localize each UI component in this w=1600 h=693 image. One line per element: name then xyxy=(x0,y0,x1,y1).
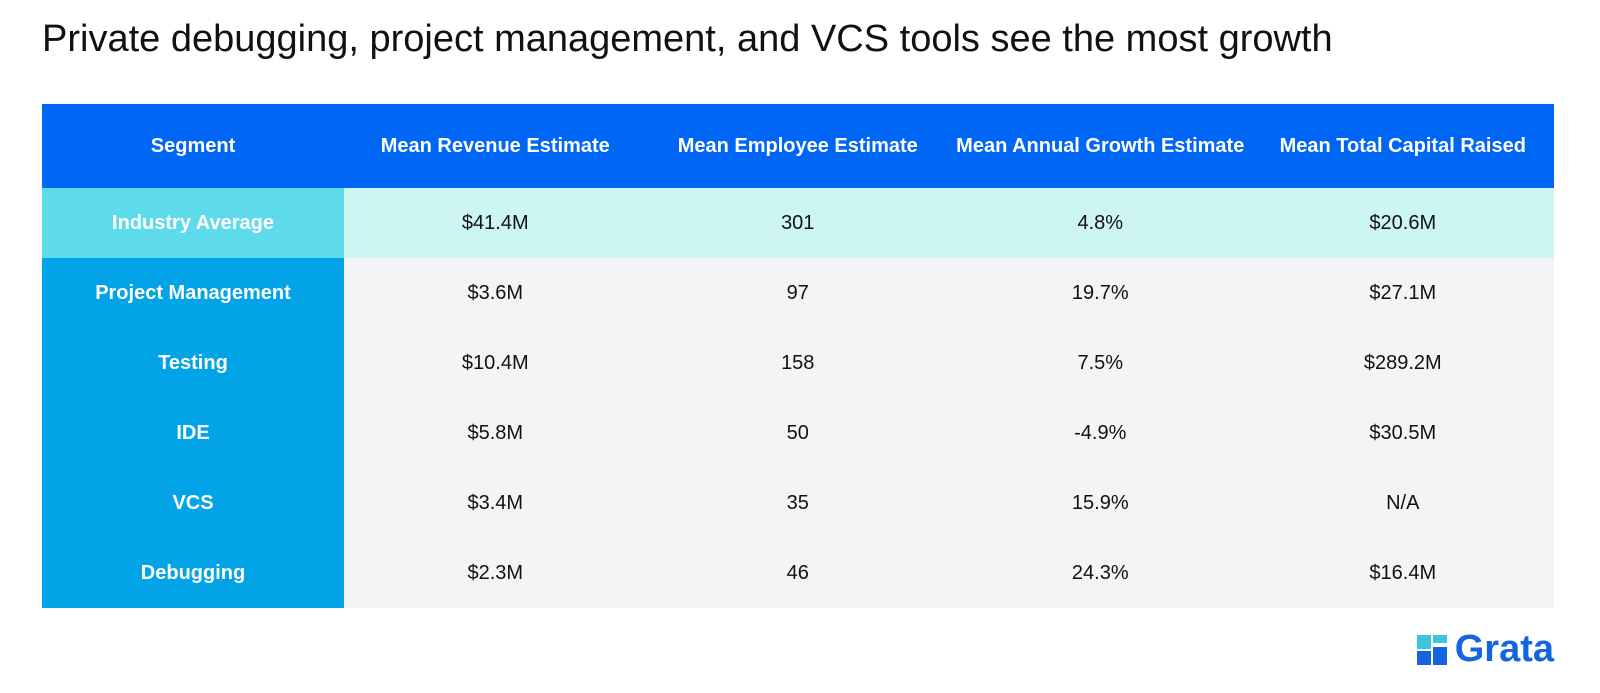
value-cell: $16.4M xyxy=(1251,538,1554,608)
value-cell: 4.8% xyxy=(949,188,1252,258)
segment-cell: VCS xyxy=(42,468,344,538)
segment-cell: Debugging xyxy=(42,538,344,608)
table-row: Industry Average $41.4M 301 4.8% $20.6M xyxy=(42,188,1554,258)
header-row: Segment Mean Revenue Estimate Mean Employe… xyxy=(42,104,1554,188)
header-cell: Mean Revenue Estimate xyxy=(344,104,647,188)
value-cell: 24.3% xyxy=(949,538,1252,608)
logo-icon xyxy=(1416,634,1447,665)
value-cell: $3.4M xyxy=(344,468,647,538)
value-cell: 50 xyxy=(646,398,949,468)
value-cell: 15.9% xyxy=(949,468,1252,538)
table-row: Testing $10.4M 158 7.5% $289.2M xyxy=(42,328,1554,398)
value-cell: $10.4M xyxy=(344,328,647,398)
value-cell: 46 xyxy=(646,538,949,608)
value-cell: 301 xyxy=(646,188,949,258)
header-cell: Mean Total Capital Raised xyxy=(1251,104,1554,188)
value-cell: 7.5% xyxy=(949,328,1252,398)
value-cell: N/A xyxy=(1251,468,1554,538)
segment-cell: Testing xyxy=(42,328,344,398)
header-cell: Mean Employee Estimate xyxy=(646,104,949,188)
header-cell: Mean Annual Growth Estimate xyxy=(949,104,1252,188)
segment-cell: IDE xyxy=(42,398,344,468)
value-cell: $27.1M xyxy=(1251,258,1554,328)
logo: Grata xyxy=(1416,628,1554,671)
table: Segment Mean Revenue Estimate Mean Employe… xyxy=(42,104,1554,608)
header-cell: Segment xyxy=(42,104,344,188)
segment-cell: Project Management xyxy=(42,258,344,328)
table-row: Debugging $2.3M 46 24.3% $16.4M xyxy=(42,538,1554,608)
value-cell: $30.5M xyxy=(1251,398,1554,468)
value-cell: -4.9% xyxy=(949,398,1252,468)
value-cell: $20.6M xyxy=(1251,188,1554,258)
table-row: IDE $5.8M 50 -4.9% $30.5M xyxy=(42,398,1554,468)
table-row: VCS $3.4M 35 15.9% N/A xyxy=(42,468,1554,538)
segment-cell: Industry Average xyxy=(42,188,344,258)
table-body: Industry Average $41.4M 301 4.8% $20.6M Proje… xyxy=(42,188,1554,608)
value-cell: $289.2M xyxy=(1251,328,1554,398)
title: Private debugging, project management, a… xyxy=(42,18,1333,60)
table-row: Project Management $3.6M 97 19.7% $27.1M xyxy=(42,258,1554,328)
value-cell: $41.4M xyxy=(344,188,647,258)
value-cell: $5.8M xyxy=(344,398,647,468)
value-cell: $3.6M xyxy=(344,258,647,328)
value-cell: 158 xyxy=(646,328,949,398)
value-cell: $2.3M xyxy=(344,538,647,608)
logo-text: Grata xyxy=(1454,628,1554,670)
value-cell: 97 xyxy=(646,258,949,328)
value-cell: 19.7% xyxy=(949,258,1252,328)
value-cell: 35 xyxy=(646,468,949,538)
